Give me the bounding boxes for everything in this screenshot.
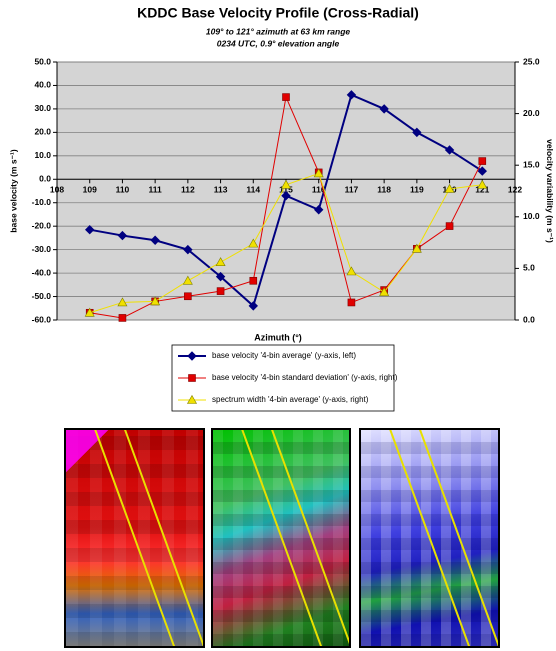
data-point [283, 94, 290, 101]
y2-axis-title: velocity variability (m s⁻¹) [545, 139, 555, 243]
x-tick-label: 108 [50, 185, 64, 195]
legend-label: base velocity '4-bin standard deviation'… [212, 373, 398, 382]
y-tick-label: 20.0 [34, 127, 51, 137]
y-tick-label: -10.0 [32, 197, 52, 207]
selection-box [92, 428, 205, 648]
y-axis-title: base velocity (m s⁻¹) [8, 149, 18, 233]
x-tick-label: 111 [149, 185, 163, 195]
y-tick-label: 0.0 [39, 174, 51, 184]
chart: KDDC Base Velocity Profile (Cross-Radial… [0, 0, 556, 426]
data-point [250, 277, 257, 284]
chart-subtitle: 109° to 121° azimuth at 63 km range [206, 26, 351, 36]
data-point [479, 158, 486, 165]
legend-label: spectrum width '4-bin average' (y-axis, … [212, 395, 369, 404]
y2-tick-label: 5.0 [523, 263, 535, 273]
y2-tick-label: 10.0 [523, 211, 540, 221]
y2-tick-label: 0.0 [523, 314, 535, 324]
radar-image [359, 428, 500, 648]
y-tick-label: -50.0 [32, 291, 52, 301]
selection-box [239, 428, 351, 648]
chart-subtitle: 0234 UTC, 0.9° elevation angle [217, 38, 340, 48]
y-tick-label: -20.0 [32, 220, 52, 230]
y2-tick-label: 15.0 [523, 159, 540, 169]
x-tick-label: 118 [377, 185, 391, 195]
x-tick-label: 122 [508, 185, 522, 195]
y-tick-label: -30.0 [32, 244, 52, 254]
x-tick-label: 110 [116, 185, 130, 195]
y-tick-label: -60.0 [32, 314, 52, 324]
x-tick-label: 114 [246, 185, 260, 195]
radar-image [211, 428, 351, 648]
y-tick-label: 10.0 [34, 150, 51, 160]
x-tick-label: 112 [181, 185, 195, 195]
data-point [217, 288, 224, 295]
legend-label: base velocity '4-bin average' (y-axis, l… [212, 351, 356, 360]
data-point [446, 223, 453, 230]
page: {"chart_data": { "type": "line", "title"… [0, 0, 556, 651]
data-point [119, 314, 126, 321]
y2-tick-label: 20.0 [523, 108, 540, 118]
x-axis-title: Azimuth (°) [254, 332, 302, 342]
y2-tick-label: 25.0 [523, 56, 540, 66]
y-tick-label: 40.0 [34, 80, 51, 90]
radar-panels [0, 426, 556, 651]
x-tick-label: 109 [83, 185, 97, 195]
chart-title: KDDC Base Velocity Profile (Cross-Radial… [137, 5, 419, 21]
data-point [348, 299, 355, 306]
y-tick-label: 50.0 [34, 56, 51, 66]
y-tick-label: -40.0 [32, 267, 52, 277]
data-point [184, 293, 191, 300]
selection-box [387, 428, 500, 648]
radar-image [64, 428, 205, 648]
x-tick-label: 119 [410, 185, 424, 195]
x-tick-label: 113 [214, 185, 228, 195]
legend-marker [189, 375, 196, 382]
y-tick-label: 30.0 [34, 103, 51, 113]
x-tick-label: 117 [345, 185, 359, 195]
